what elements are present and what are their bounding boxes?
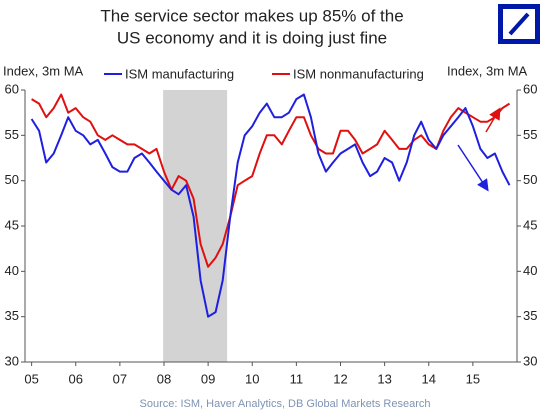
legend-label: ISM manufacturing [125, 66, 234, 81]
x-tick-label: 13 [377, 371, 391, 386]
y2-tick-label: 45 [523, 217, 537, 232]
plot: 30 35 40 45 50 55 60 30 35 40 45 50 55 60 05 06 07 08 09 10… [5, 81, 538, 386]
chart-title: US economy and it is doing just fine [117, 28, 387, 47]
x-tick-label: 09 [201, 371, 215, 386]
x-tick-label: 15 [466, 371, 480, 386]
y-tick-label: 45 [5, 217, 19, 232]
y-tick-label: 30 [5, 353, 19, 368]
y-tick-label: 35 [5, 308, 19, 323]
y2-tick-label: 40 [523, 263, 537, 278]
y-axis-label: Index, 3m MA [3, 63, 84, 78]
series-line [30, 93, 511, 318]
y2-tick-label: 30 [523, 353, 537, 368]
x-tick-label: 05 [24, 371, 38, 386]
chart-title: The service sector makes up 85% of the [100, 6, 403, 25]
x-tick-label: 12 [333, 371, 347, 386]
logo [498, 4, 540, 44]
x-tick-label: 08 [157, 371, 171, 386]
x-tick-label: 06 [69, 371, 83, 386]
y2-tick-label: 50 [523, 172, 537, 187]
y2-tick-label: 55 [523, 127, 537, 142]
y-tick-label: 50 [5, 172, 19, 187]
x-tick-label: 14 [422, 371, 436, 386]
source: Source: ISM, Haver Analytics, DB Global … [140, 398, 431, 410]
y2-tick-label: 60 [523, 81, 537, 96]
series-line [31, 93, 511, 268]
y2-tick-label: 35 [523, 308, 537, 323]
y2-axis-label: Index, 3m MA [447, 63, 528, 78]
y-tick-label: 55 [5, 127, 19, 142]
y-tick-label: 40 [5, 263, 19, 278]
legend-label: ISM nonmanufacturing [293, 66, 424, 81]
y-tick-label: 60 [5, 81, 19, 96]
trend-arrow [457, 144, 489, 192]
x-tick-label: 11 [290, 371, 304, 386]
x-tick-label: 10 [245, 371, 259, 386]
trend-arrow [485, 107, 501, 133]
x-tick-label: 07 [113, 371, 127, 386]
